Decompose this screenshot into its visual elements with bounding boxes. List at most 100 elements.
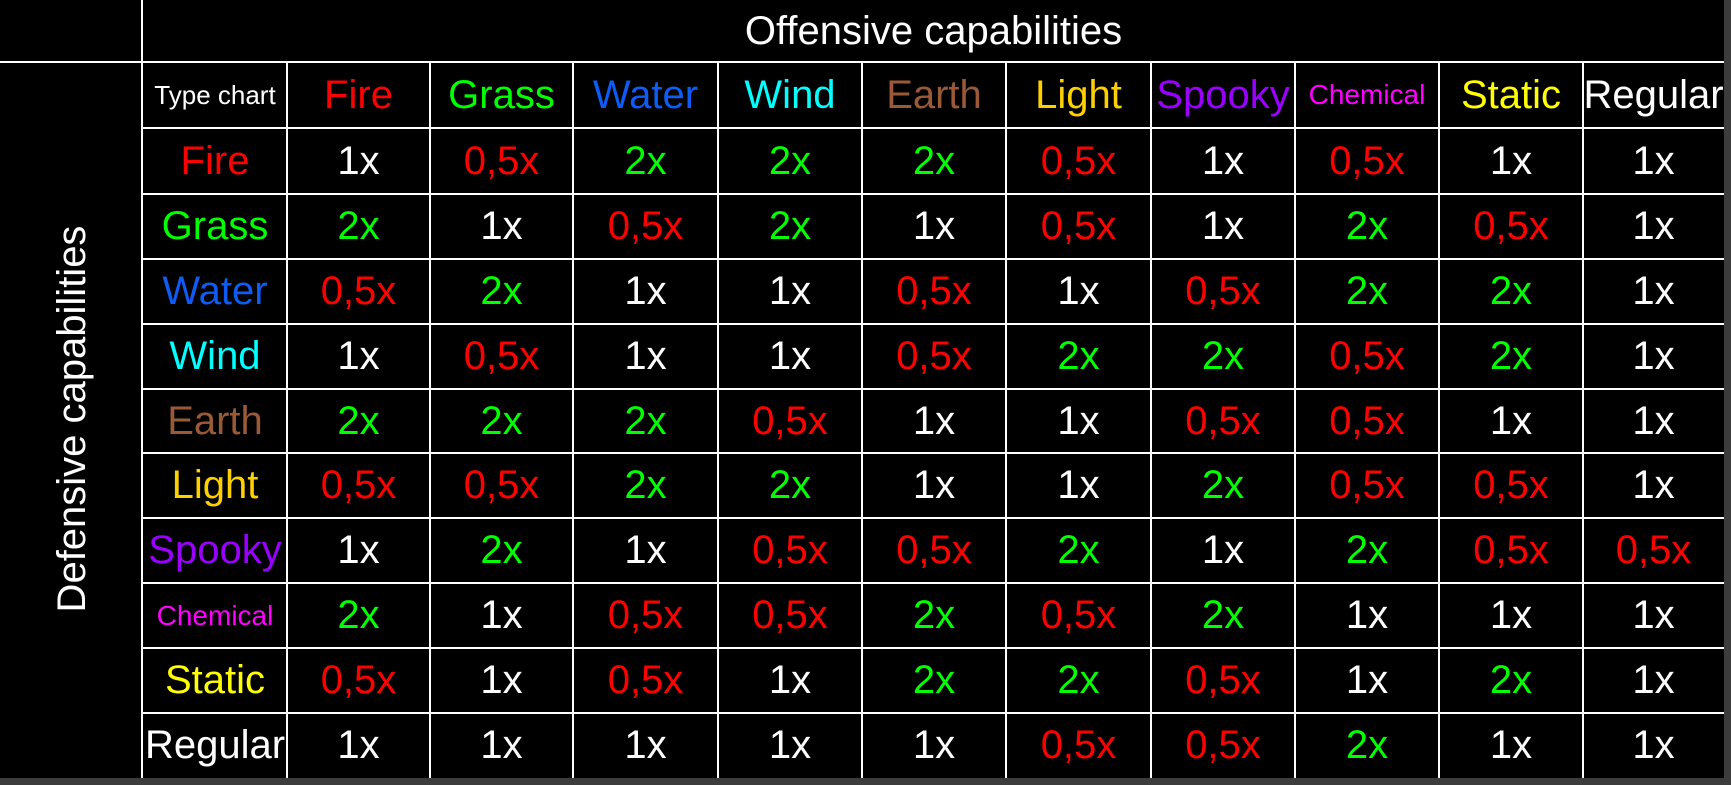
- table-cell-spooky-vs-regular: 0,5x: [1615, 528, 1692, 572]
- row-header-light: Light: [171, 463, 259, 507]
- table-cell-water-vs-chemical: 2x: [1345, 269, 1389, 313]
- table-cell-spooky-vs-spooky: 1x: [1201, 528, 1245, 572]
- table-cell-wind-vs-fire: 1x: [337, 334, 380, 378]
- table-cell-wind-vs-light: 2x: [1057, 334, 1100, 378]
- table-cell-grass-vs-regular: 1x: [1632, 204, 1675, 248]
- column-header-water: Water: [592, 72, 699, 117]
- table-cell-wind-vs-static: 2x: [1489, 334, 1533, 378]
- table-cell-grass-vs-water: 0,5x: [607, 204, 684, 248]
- table-cell-earth-vs-regular: 1x: [1632, 398, 1675, 443]
- table-cell-fire-vs-chemical: 0,5x: [1329, 138, 1405, 183]
- table-cell-water-vs-grass: 2x: [480, 269, 523, 313]
- table-cell-light-vs-earth: 1x: [912, 463, 956, 507]
- table-cell-wind-vs-wind: 1x: [768, 334, 812, 378]
- table-cell-fire-vs-spooky: 1x: [1201, 138, 1245, 183]
- grid-hline: [143, 452, 1724, 454]
- table-cell-grass-vs-spooky: 1x: [1201, 204, 1245, 248]
- table-cell-chemical-vs-static: 1x: [1489, 593, 1533, 637]
- table-cell-chemical-vs-light: 0,5x: [1040, 593, 1117, 637]
- grid-vline: [1582, 62, 1584, 778]
- column-header-regular: Regular: [1583, 72, 1724, 117]
- table-cell-fire-vs-wind: 2x: [768, 138, 812, 183]
- grid-vline: [286, 62, 288, 778]
- table-cell-regular-vs-water: 1x: [624, 723, 667, 767]
- table-cell-regular-vs-spooky: 0,5x: [1185, 723, 1261, 767]
- row-header-chemical: Chemical: [156, 599, 274, 631]
- table-cell-grass-vs-chemical: 2x: [1345, 204, 1389, 248]
- column-header-grass: Grass: [448, 72, 555, 117]
- table-cell-fire-vs-regular: 1x: [1632, 138, 1675, 183]
- table-cell-spooky-vs-water: 1x: [624, 528, 667, 572]
- row-header-grass: Grass: [161, 204, 269, 248]
- column-header-wind: Wind: [744, 72, 836, 117]
- table-cell-regular-vs-static: 1x: [1489, 723, 1533, 767]
- row-header-spooky: Spooky: [148, 528, 282, 572]
- table-cell-static-vs-spooky: 0,5x: [1185, 658, 1261, 702]
- table-cell-fire-vs-earth: 2x: [912, 138, 956, 183]
- column-header-light: Light: [1035, 72, 1122, 117]
- right-frame-strip: [1724, 0, 1731, 785]
- grid-hline: [143, 517, 1724, 519]
- table-cell-grass-vs-light: 0,5x: [1040, 204, 1117, 248]
- grid-hline: [143, 193, 1724, 195]
- grid-vline: [861, 62, 863, 778]
- table-cell-water-vs-wind: 1x: [768, 269, 812, 313]
- table-cell-grass-vs-static: 0,5x: [1473, 204, 1549, 248]
- row-header-wind: Wind: [169, 334, 261, 378]
- offensive-capabilities-title: Offensive capabilities: [744, 8, 1123, 53]
- table-cell-water-vs-fire: 0,5x: [320, 269, 397, 313]
- grid-vline: [1294, 62, 1296, 778]
- grid-hline: [143, 258, 1724, 260]
- table-cell-spooky-vs-wind: 0,5x: [752, 528, 828, 572]
- row-header-earth: Earth: [167, 398, 263, 443]
- row-header-regular: Regular: [144, 723, 286, 767]
- table-cell-light-vs-grass: 0,5x: [463, 463, 540, 507]
- table-cell-wind-vs-chemical: 0,5x: [1329, 334, 1405, 378]
- table-cell-regular-vs-chemical: 2x: [1345, 723, 1389, 767]
- grid-vline: [1150, 62, 1152, 778]
- column-header-spooky: Spooky: [1156, 72, 1290, 117]
- table-cell-light-vs-static: 0,5x: [1473, 463, 1549, 507]
- table-cell-fire-vs-light: 0,5x: [1040, 138, 1117, 183]
- column-header-static: Static: [1460, 72, 1562, 117]
- table-cell-earth-vs-static: 1x: [1489, 398, 1533, 443]
- table-cell-grass-vs-fire: 2x: [337, 204, 380, 248]
- row-header-static: Static: [164, 658, 266, 702]
- table-cell-light-vs-water: 2x: [624, 463, 667, 507]
- table-cell-wind-vs-grass: 0,5x: [463, 334, 540, 378]
- grid-vline: [572, 62, 574, 778]
- table-cell-static-vs-chemical: 1x: [1345, 658, 1389, 702]
- table-cell-light-vs-regular: 1x: [1632, 463, 1675, 507]
- grid-vline: [717, 62, 719, 778]
- table-cell-spooky-vs-fire: 1x: [337, 528, 380, 572]
- row-header-fire: Fire: [180, 138, 250, 183]
- table-cell-chemical-vs-chemical: 1x: [1345, 593, 1389, 637]
- table-cell-fire-vs-static: 1x: [1489, 138, 1533, 183]
- table-cell-wind-vs-earth: 0,5x: [896, 334, 972, 378]
- grid-vline: [1438, 62, 1440, 778]
- table-cell-fire-vs-grass: 0,5x: [463, 138, 540, 183]
- table-cell-regular-vs-earth: 1x: [912, 723, 956, 767]
- table-cell-regular-vs-light: 0,5x: [1040, 723, 1117, 767]
- table-cell-spooky-vs-light: 2x: [1057, 528, 1100, 572]
- grid-vline: [429, 62, 431, 778]
- table-cell-static-vs-water: 0,5x: [607, 658, 684, 702]
- table-cell-light-vs-light: 1x: [1057, 463, 1100, 507]
- table-cell-light-vs-wind: 2x: [768, 463, 812, 507]
- column-header-earth: Earth: [886, 72, 982, 117]
- table-cell-chemical-vs-water: 0,5x: [607, 593, 684, 637]
- column-header-chemical: Chemical: [1308, 79, 1426, 110]
- table-cell-water-vs-light: 1x: [1057, 269, 1100, 313]
- table-cell-earth-vs-fire: 2x: [337, 398, 380, 443]
- table-cell-wind-vs-regular: 1x: [1632, 334, 1675, 378]
- table-cell-chemical-vs-grass: 1x: [480, 593, 523, 637]
- table-cell-water-vs-regular: 1x: [1632, 269, 1675, 313]
- table-cell-static-vs-light: 2x: [1057, 658, 1100, 702]
- grid-hline: [143, 647, 1724, 649]
- grid-hline: [143, 323, 1724, 325]
- table-cell-earth-vs-grass: 2x: [480, 398, 523, 443]
- table-cell-regular-vs-regular: 1x: [1632, 723, 1675, 767]
- grid-vline: [1005, 62, 1007, 778]
- table-cell-fire-vs-water: 2x: [624, 138, 667, 183]
